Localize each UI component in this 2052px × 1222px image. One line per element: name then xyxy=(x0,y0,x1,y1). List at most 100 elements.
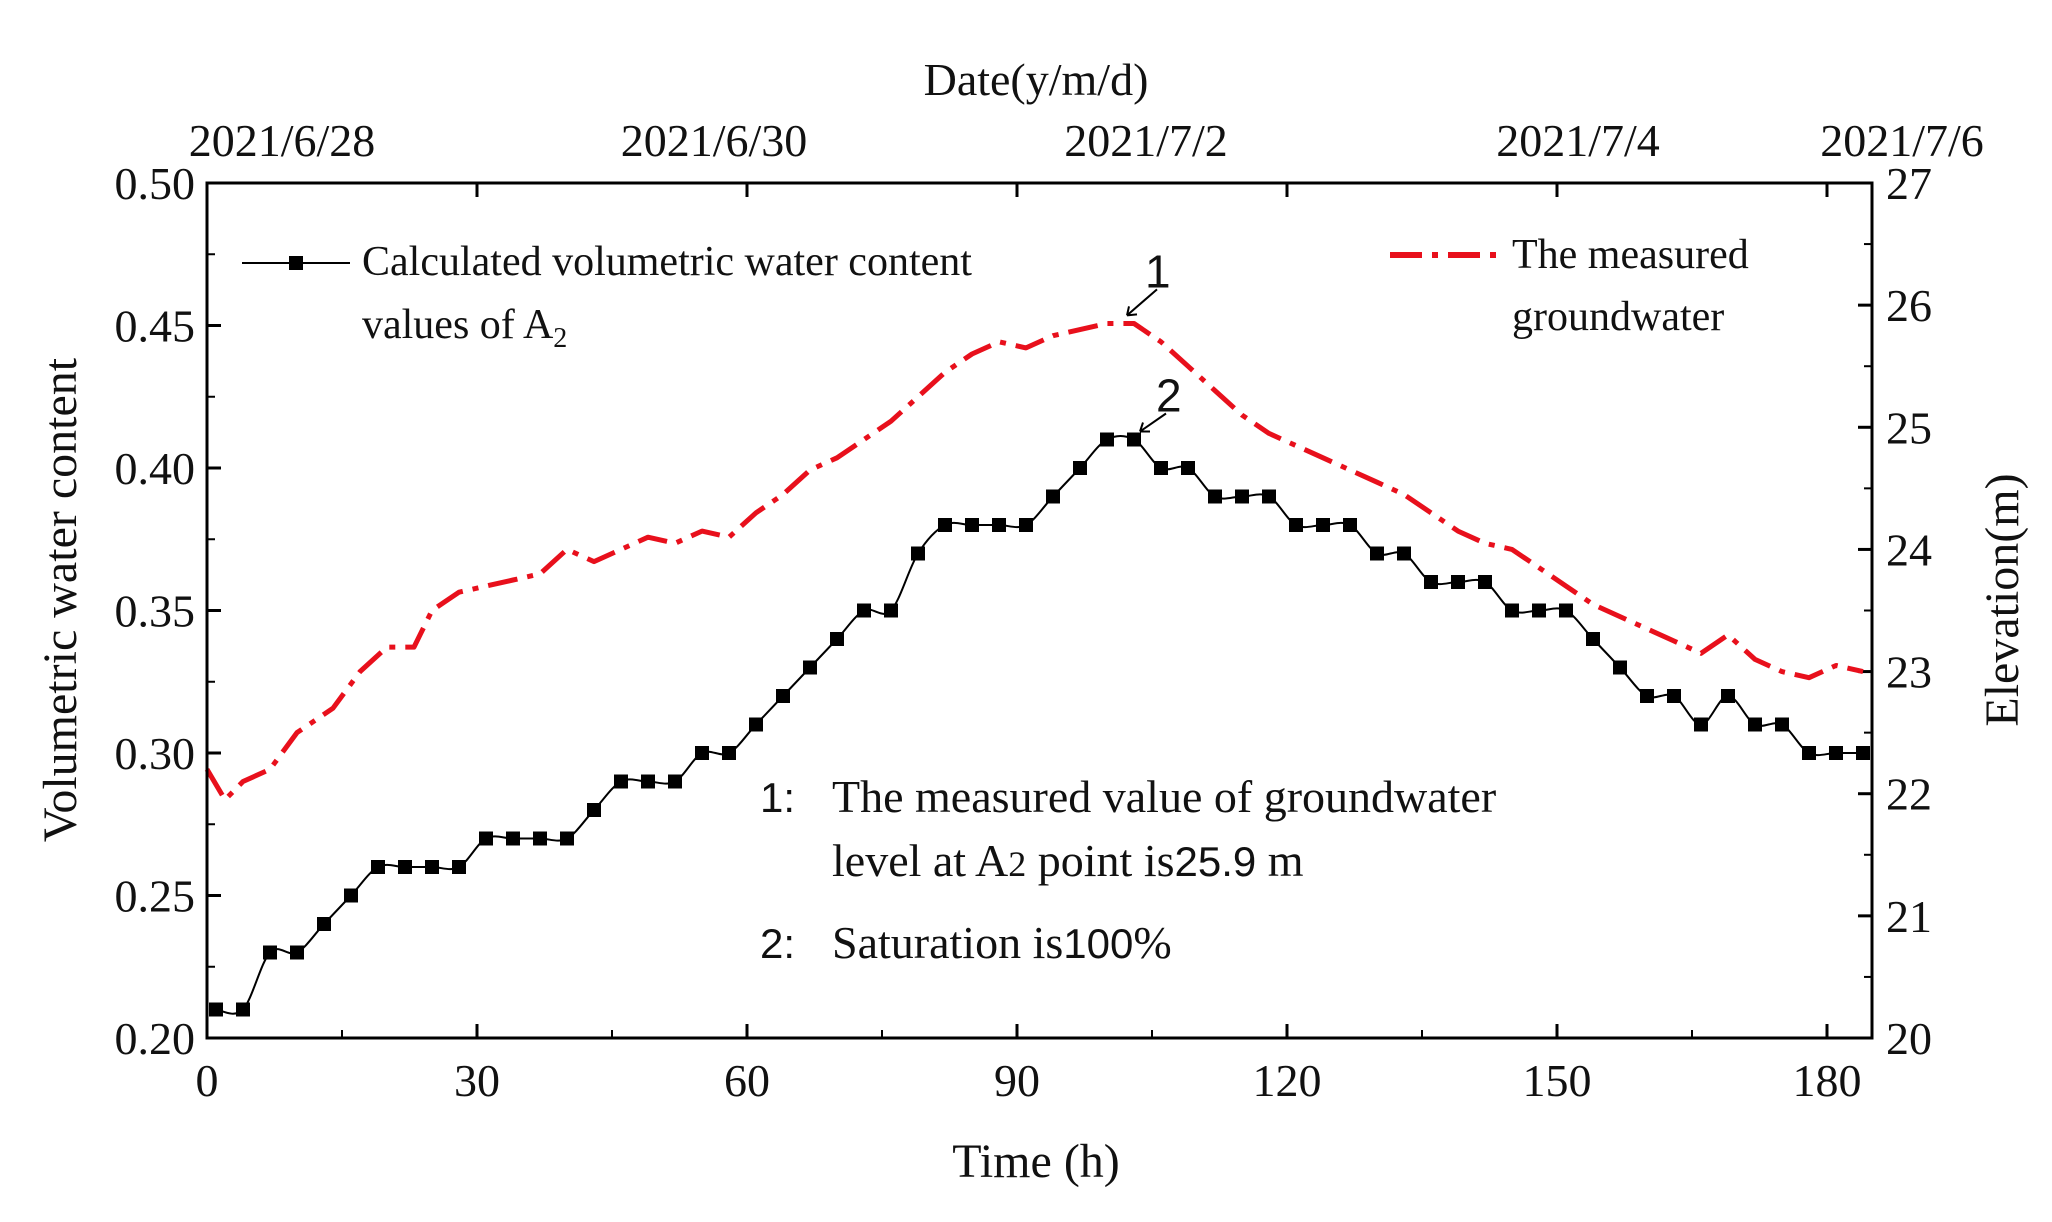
calculated-marker xyxy=(1505,603,1519,618)
calculated-marker xyxy=(560,831,574,846)
legend-calculated-marker xyxy=(289,256,303,270)
calculated-marker xyxy=(1586,632,1600,646)
calculated-marker xyxy=(641,774,655,789)
calculated-marker xyxy=(1451,575,1465,589)
calculated-marker xyxy=(965,518,979,532)
x-tick-label: 180 xyxy=(1793,1055,1862,1106)
y-right-tick-label: 20 xyxy=(1886,1013,1932,1064)
calculated-marker xyxy=(668,774,682,789)
x-tick-label: 30 xyxy=(454,1055,500,1106)
y-left-tick-label: 0.40 xyxy=(115,443,196,494)
legend-measured: The measured groundwater xyxy=(1390,232,1749,340)
note-1-line1: The measured value of groundwater xyxy=(832,771,1496,822)
calculated-marker xyxy=(992,518,1006,532)
calculated-marker xyxy=(479,831,493,846)
top-tick-label: 2021/6/28 xyxy=(189,115,376,166)
calculated-marker xyxy=(1208,489,1222,504)
legend-calculated-label: Calculated volumetric water content xyxy=(362,239,972,285)
calculated-marker xyxy=(1613,660,1627,675)
x-tick-label: 90 xyxy=(994,1055,1040,1106)
y-right-tick-label: 21 xyxy=(1886,891,1932,942)
calculated-marker xyxy=(1046,489,1060,504)
calculated-marker xyxy=(695,746,709,760)
y-right-tick-label: 27 xyxy=(1886,158,1932,209)
y-right-tick-label: 24 xyxy=(1886,524,1932,575)
calculated-marker xyxy=(1073,461,1087,475)
calculated-marker xyxy=(614,774,628,789)
calculated-marker xyxy=(398,860,412,874)
calculated-marker xyxy=(506,831,520,846)
calculated-marker xyxy=(317,917,331,931)
series-measured-groundwater xyxy=(204,321,1864,803)
series-calculated-water-content xyxy=(209,432,1870,1017)
calculated-marker xyxy=(1775,717,1789,732)
annotations: 1 2 xyxy=(1126,245,1182,433)
calculated-marker xyxy=(1343,518,1357,532)
calculated-marker xyxy=(1424,575,1438,589)
calculated-marker xyxy=(452,860,466,874)
calculated-marker xyxy=(1694,717,1708,732)
calculated-marker xyxy=(1019,518,1033,532)
calculated-marker xyxy=(1478,575,1492,589)
legend-calculated: Calculated volumetric water content valu… xyxy=(242,239,972,354)
calculated-marker xyxy=(1640,689,1654,703)
calculated-marker xyxy=(236,1002,250,1017)
y-left-tick-label: 0.20 xyxy=(115,1013,196,1064)
calculated-marker xyxy=(290,945,304,960)
annotation-1-arrow xyxy=(1126,288,1158,317)
calculated-marker xyxy=(884,603,898,618)
y-right-tick-label: 22 xyxy=(1886,769,1932,820)
calculated-marker xyxy=(1289,518,1303,532)
annotation-2-label: 2 xyxy=(1156,370,1182,422)
calculated-marker xyxy=(587,803,601,817)
y-right-tick-label: 26 xyxy=(1886,280,1932,331)
top-tick-label: 2021/7/4 xyxy=(1496,115,1660,166)
calculated-marker xyxy=(857,603,871,618)
calculated-marker xyxy=(1235,489,1249,504)
y-left-tick-label: 0.35 xyxy=(115,586,196,637)
note-1-marker: 1: xyxy=(760,774,795,821)
annotation-2-arrow xyxy=(1139,412,1167,433)
legend-measured-label-2: groundwater xyxy=(1512,294,1724,340)
calculated-marker xyxy=(938,518,952,532)
calculated-marker xyxy=(1100,432,1114,447)
calculated-marker xyxy=(803,660,817,675)
y-axis-left-ticks: 0.20 0.25 0.30 0.35 0.40 0.45 0.50 xyxy=(115,158,221,1064)
calculated-marker xyxy=(1559,603,1573,618)
calculated-marker xyxy=(1802,746,1816,760)
calculated-marker xyxy=(1532,603,1546,618)
y-right-tick-label: 25 xyxy=(1886,402,1932,453)
calculated-marker xyxy=(344,888,358,903)
calculated-marker xyxy=(263,945,277,960)
calculated-marker xyxy=(1667,689,1681,703)
calculated-marker xyxy=(425,860,439,874)
y-left-tick-label: 0.45 xyxy=(115,301,196,352)
calculated-marker xyxy=(749,717,763,732)
x-tick-label: 150 xyxy=(1523,1055,1592,1106)
x-tick-label: 60 xyxy=(724,1055,770,1106)
top-tick-label: 2021/7/2 xyxy=(1064,115,1228,166)
calculated-marker xyxy=(209,1002,223,1017)
note-2-marker: 2: xyxy=(760,920,795,967)
legend-measured-label: The measured xyxy=(1512,232,1749,278)
y-left-tick-label: 0.25 xyxy=(115,871,196,922)
calculated-marker xyxy=(371,860,385,874)
y-axis-title-right: Elevation(m) xyxy=(1976,473,2029,726)
top-axis-title: Date(y/m/d) xyxy=(924,54,1149,105)
calculated-marker xyxy=(911,546,925,561)
note-1-line2: level at A2 point is25.9 m xyxy=(832,835,1304,886)
calculated-marker xyxy=(1370,546,1384,561)
calculated-marker xyxy=(776,689,790,703)
x-tick-label: 0 xyxy=(196,1055,219,1106)
note-2-line1: Saturation is100% xyxy=(832,917,1172,968)
annotation-1-label: 1 xyxy=(1145,245,1171,297)
x-tick-label: 120 xyxy=(1253,1055,1322,1106)
top-axis-ticks: 2021/6/28 2021/6/30 2021/7/2 2021/7/4 2021/7… xyxy=(189,115,1984,166)
top-tick-label: 2021/6/30 xyxy=(621,115,808,166)
y-left-tick-label: 0.30 xyxy=(115,728,196,779)
calculated-marker xyxy=(1181,461,1195,475)
y-axis-right-ticks: 20 21 22 23 24 25 26 27 xyxy=(1858,158,1932,1064)
y-axis-title-left: Volumetric water content xyxy=(34,357,87,842)
calculated-marker xyxy=(1316,518,1330,532)
